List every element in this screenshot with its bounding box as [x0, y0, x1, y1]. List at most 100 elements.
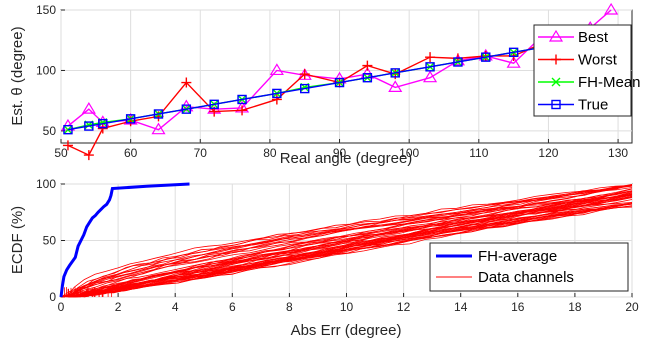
bottom-x-tick-label: 18 [568, 300, 582, 314]
bottom-x-tick-label: 6 [229, 300, 236, 314]
data-channel-curve [71, 194, 633, 298]
top-y-tick-label: 150 [36, 3, 56, 17]
bottom-y-tick-label: 50 [43, 234, 57, 248]
top-x-tick-label: 60 [124, 146, 138, 160]
top-x-ticks: 50 60 70 80 90 100 110 120 130 [54, 139, 628, 160]
legend-entry: Data channels [436, 269, 574, 286]
data-point-marker [508, 47, 519, 58]
legend-box [429, 242, 629, 292]
bottom-legend: FH-average Data channels [429, 242, 629, 292]
data-point-marker [237, 94, 247, 105]
bottom-series [59, 182, 633, 298]
data-point-marker [98, 118, 108, 129]
top-x-axis-label: Real angle (degree) [280, 150, 413, 167]
data-point-marker [272, 88, 282, 99]
data-point-marker [63, 124, 73, 135]
data-channel-curve [65, 193, 633, 298]
top-x-tick-label: 110 [469, 146, 488, 160]
top-x-tick-label: 130 [608, 146, 628, 160]
series-true [63, 30, 616, 135]
bottom-x-tick-label: 16 [511, 300, 525, 314]
bottom-x-axis-label: Abs Err (degree) [291, 322, 402, 339]
legend-entry: FH-Mean [538, 74, 641, 91]
bottom-panel: 0 2 4 6 8 10 12 14 16 18 20 0 50 100 Abs Err (degree… [9, 177, 639, 339]
legend-label: FH-average [478, 248, 557, 265]
data-point-marker [83, 150, 94, 161]
data-point-marker [181, 77, 192, 88]
data-channel-curve [64, 185, 633, 298]
data-point-marker [299, 69, 310, 80]
data-channel-curve [73, 205, 633, 298]
legend-label: Worst [578, 52, 618, 69]
bottom-x-tick-label: 8 [286, 300, 293, 314]
bottom-y-tick-label: 100 [36, 177, 56, 191]
bottom-x-tick-label: 0 [58, 300, 65, 314]
data-channel-curve [74, 194, 633, 298]
legend-label: True [578, 97, 608, 114]
data-point-marker [62, 140, 73, 151]
data-channel-curve [74, 190, 633, 298]
data-channel-curve [69, 187, 633, 298]
top-y-tick-label: 100 [36, 63, 56, 77]
data-point-marker [425, 62, 435, 72]
data-point-marker [300, 83, 310, 94]
legend-marker [551, 54, 561, 65]
fh-average-curve [59, 182, 190, 298]
data-point-marker [481, 52, 491, 62]
legend-label: Data channels [478, 269, 574, 286]
bottom-x-tick-label: 4 [172, 300, 179, 314]
data-point-marker [269, 63, 284, 76]
top-x-tick-label: 70 [194, 146, 208, 160]
bottom-x-tick-label: 12 [397, 300, 411, 314]
data-point-marker [604, 2, 619, 15]
data-point-marker [125, 114, 136, 124]
top-x-tick-label: 100 [399, 146, 419, 160]
legend-entry: Best [538, 29, 609, 46]
bottom-x-ticks: 0 2 4 6 8 10 12 14 16 18 20 [58, 293, 639, 314]
bottom-x-tick-label: 20 [625, 300, 639, 314]
top-panel: 50 60 70 80 90 100 110 120 130 50 100 150 Real ang… [9, 2, 641, 167]
data-point-marker [181, 104, 192, 114]
data-channel-curve [74, 197, 633, 297]
top-y-axis-label: Est. θ (degree) [9, 26, 26, 125]
data-point-marker [388, 80, 403, 92]
data-channel-curve [61, 194, 633, 298]
series-data-channels [60, 184, 633, 298]
data-point-marker [97, 123, 108, 134]
legend-entry: True [538, 97, 608, 114]
data-point-marker [63, 125, 73, 135]
series-fh-average [59, 182, 190, 298]
top-legend: Best Worst FH-Mean True [533, 24, 641, 117]
bottom-x-tick-label: 14 [454, 300, 468, 314]
top-y-ticks: 50 100 150 [36, 3, 65, 138]
data-point-marker [209, 99, 219, 110]
legend-marker [548, 29, 564, 42]
data-channel-curve [76, 203, 633, 297]
data-point-marker [84, 121, 94, 131]
data-point-marker [237, 105, 248, 116]
top-y-tick-label: 50 [43, 124, 57, 138]
legend-entry: Worst [538, 52, 618, 69]
legend-marker [551, 77, 561, 87]
data-channel-curve [66, 203, 633, 298]
bottom-x-tick-label: 2 [115, 300, 122, 314]
top-x-tick-label: 80 [263, 146, 277, 160]
data-point-marker [423, 70, 438, 83]
series-line [67, 34, 612, 131]
legend-entry: FH-average [436, 248, 557, 265]
legend-marker [551, 99, 561, 110]
top-x-tick-label: 90 [333, 146, 347, 160]
data-point-marker [362, 60, 373, 71]
bottom-y-tick-label: 0 [49, 290, 56, 304]
data-point-marker [453, 57, 463, 67]
data-point-marker [151, 122, 166, 135]
data-point-marker [390, 68, 400, 78]
data-point-marker [506, 56, 521, 68]
data-point-marker [362, 73, 373, 83]
legend-label: FH-Mean [578, 74, 641, 91]
data-point-marker [271, 94, 282, 105]
top-x-tick-label: 120 [538, 146, 558, 160]
data-point-marker [334, 77, 345, 88]
top-x-tick-label: 50 [54, 146, 68, 160]
